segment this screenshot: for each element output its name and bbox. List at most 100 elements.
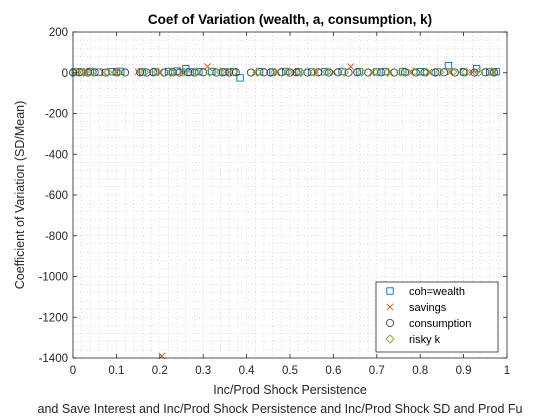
data-point	[411, 68, 420, 77]
data-point	[212, 68, 221, 77]
x-tick-label: 0.5	[282, 365, 298, 377]
legend-marker	[386, 287, 394, 295]
chart-title: Coef of Variation (wealth, a, consumptio…	[148, 12, 432, 27]
data-marks	[68, 61, 500, 360]
data-point	[79, 67, 89, 77]
data-point	[215, 67, 226, 77]
y-axis: 200 0 -200 -400 -600 -800 -1000 -1200 -1400	[39, 27, 507, 365]
data-point	[75, 68, 84, 77]
data-point	[470, 68, 479, 77]
legend-marker	[386, 303, 394, 311]
data-point	[231, 68, 240, 77]
data-point	[84, 68, 93, 77]
data-point	[236, 74, 244, 82]
data-point	[87, 67, 98, 77]
data-point	[468, 68, 476, 76]
data-point	[377, 68, 386, 77]
data-point	[459, 68, 468, 77]
x-tick-label: 0.6	[325, 365, 341, 377]
x-tick-label: 0	[70, 365, 76, 377]
data-point	[228, 67, 239, 77]
y-axis-label: Coefficient of Variation (SD/Mean)	[13, 101, 27, 290]
data-point	[339, 67, 349, 77]
data-point	[252, 67, 263, 77]
y-tick-label: -1000	[39, 272, 68, 284]
data-point	[408, 68, 416, 76]
data-point	[103, 67, 113, 77]
data-point	[333, 68, 342, 77]
data-point	[325, 68, 334, 77]
legend-marker	[385, 334, 395, 344]
data-point	[156, 68, 164, 76]
data-point	[90, 68, 99, 77]
legend-entry-label: consumption	[409, 318, 471, 330]
data-point	[373, 68, 381, 76]
legend: coh=wealth savings consumption risky k	[375, 281, 499, 353]
data-point	[259, 68, 269, 77]
x-tick-label: 0.2	[152, 365, 168, 377]
legend-entry-label: savings	[409, 302, 447, 314]
data-point	[179, 67, 189, 77]
data-point	[283, 67, 293, 77]
y-tick-label: -1200	[39, 312, 68, 324]
data-point	[344, 68, 353, 77]
data-point	[134, 68, 142, 76]
data-point	[168, 68, 177, 77]
data-point	[309, 67, 319, 77]
data-point	[192, 67, 202, 77]
data-point	[149, 68, 158, 77]
data-point	[440, 68, 449, 77]
data-point	[270, 67, 280, 77]
bottom-caption: and Save Interest and Inc/Prod Shock Per…	[38, 402, 523, 416]
data-point	[422, 67, 432, 77]
y-tick-label: -1400	[39, 353, 68, 365]
data-point	[390, 68, 399, 77]
data-point	[199, 68, 208, 77]
legend-marker	[385, 318, 395, 328]
data-point	[136, 68, 145, 77]
data-point	[314, 68, 323, 77]
data-point	[490, 68, 498, 76]
data-point	[190, 68, 199, 77]
x-tick-label: 0.1	[108, 365, 124, 377]
data-point	[303, 68, 312, 77]
data-point	[396, 67, 406, 77]
y-tick-label: 0	[62, 68, 68, 80]
x-tick-label: 0.8	[412, 365, 428, 377]
data-point	[400, 68, 410, 77]
data-point	[369, 67, 380, 77]
series-consumption	[68, 68, 499, 77]
data-point	[353, 68, 362, 77]
data-point	[296, 67, 306, 77]
y-tick-label: 200	[49, 27, 68, 39]
data-point	[101, 68, 110, 77]
legend-entry-label: risky k	[409, 334, 441, 346]
x-tick-label: 1	[504, 365, 510, 377]
data-point	[218, 68, 227, 77]
data-point	[450, 68, 459, 77]
data-point	[420, 68, 429, 77]
data-point	[246, 68, 255, 77]
data-point	[205, 67, 215, 77]
data-point	[177, 68, 186, 76]
data-point	[82, 68, 90, 76]
series-risky-k	[71, 67, 497, 77]
data-point	[266, 68, 275, 77]
data-point	[425, 68, 433, 76]
data-point	[474, 67, 484, 77]
data-point	[166, 67, 176, 77]
x-tick-label: 0.7	[369, 365, 385, 377]
data-point	[487, 67, 497, 77]
data-point	[312, 68, 320, 76]
data-point	[435, 67, 445, 77]
data-point	[139, 67, 150, 77]
data-point	[71, 67, 82, 77]
x-tick-label: 0.9	[456, 365, 472, 377]
data-point	[152, 67, 163, 77]
y-tick-label: -200	[45, 109, 68, 121]
data-point	[112, 68, 120, 76]
data-point	[292, 68, 301, 77]
y-tick-label: -400	[45, 149, 68, 161]
data-point	[251, 68, 259, 76]
